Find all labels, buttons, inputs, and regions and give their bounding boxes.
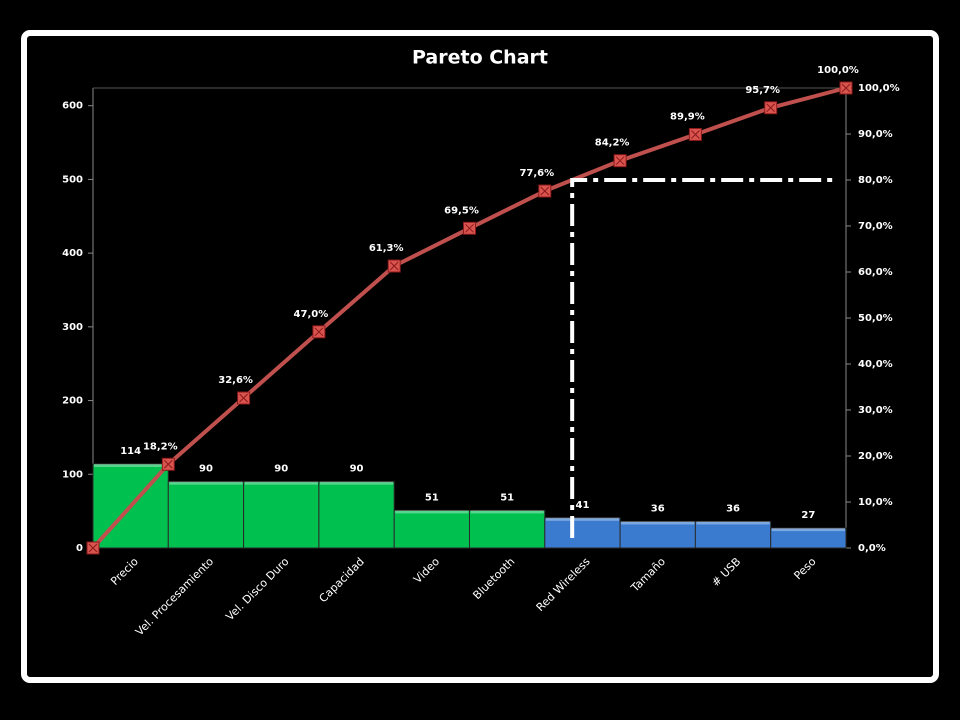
marker-cross <box>691 130 700 139</box>
marker-cross <box>841 83 851 93</box>
y2-tick-label: 70,0% <box>858 221 893 232</box>
y2-tick-label: 100,0% <box>858 83 900 94</box>
bar <box>619 520 696 549</box>
cumulative-line <box>166 86 847 466</box>
bar-highlight <box>395 510 469 514</box>
threshold-line <box>570 178 838 538</box>
bar <box>469 509 546 549</box>
bar-label: 114 <box>120 446 141 457</box>
bar-label: 36 <box>651 503 665 514</box>
bar-label: 90 <box>350 464 364 475</box>
y-tick-label: 400 <box>62 248 83 259</box>
line-label: 100,0% <box>817 65 859 76</box>
line-label: 77,6% <box>519 168 554 179</box>
y2-tick-label: 40,0% <box>858 359 893 370</box>
bar-highlight <box>621 521 695 525</box>
line-label: 89,9% <box>670 111 705 122</box>
bar <box>544 517 621 549</box>
y2-tick-label: 60,0% <box>858 267 893 278</box>
marker-cross <box>615 156 625 166</box>
bar-label: 27 <box>801 510 815 521</box>
y-tick-label: 600 <box>62 101 83 112</box>
marker-cross <box>239 393 248 403</box>
marker-cross <box>88 543 98 553</box>
bar-highlight <box>94 463 168 467</box>
y2-tick-label: 80,0% <box>858 175 893 186</box>
marker-cross <box>766 103 776 113</box>
marker-cross <box>465 223 474 233</box>
bar-highlight <box>169 481 243 485</box>
bar-label: 51 <box>500 492 514 503</box>
bar-label: 36 <box>726 503 740 514</box>
bar-label: 90 <box>199 464 213 475</box>
marker-cross <box>540 186 550 196</box>
line-start <box>91 462 170 550</box>
y-tick-label: 500 <box>62 174 83 185</box>
bar <box>694 520 772 549</box>
bar <box>243 481 320 549</box>
chart-title: Pareto Chart <box>412 47 548 69</box>
bar-highlight <box>470 510 544 514</box>
bar-highlight <box>545 517 620 521</box>
bar-highlight <box>771 528 845 532</box>
y2-tick-label: 90,0% <box>858 129 893 140</box>
line-label: 84,2% <box>595 138 630 149</box>
bar <box>393 509 471 549</box>
bar-highlight <box>696 521 770 525</box>
bar <box>167 481 245 549</box>
line-label: 32,6% <box>218 375 253 386</box>
y-tick-label: 300 <box>62 322 83 333</box>
line-label: 47,0% <box>294 309 329 320</box>
bar-label: 51 <box>425 492 439 503</box>
y-tick-label: 0 <box>76 543 83 554</box>
line-label: 95,7% <box>745 85 780 96</box>
marker-cross <box>163 459 173 469</box>
bar <box>770 527 847 549</box>
y2-tick-label: 20,0% <box>858 451 893 462</box>
line-label: 69,5% <box>444 205 479 216</box>
y-tick-label: 200 <box>62 396 83 407</box>
bar-label: 90 <box>274 464 288 475</box>
y2-tick-label: 30,0% <box>858 405 893 416</box>
marker-cross <box>314 327 324 337</box>
bar-highlight <box>319 481 394 485</box>
y2-tick-label: 50,0% <box>858 313 893 324</box>
line-label: 18,2% <box>143 441 178 452</box>
marker-cross <box>389 261 399 271</box>
bar <box>318 481 395 549</box>
y-tick-label: 100 <box>62 469 83 480</box>
bar-highlight <box>244 481 318 485</box>
line-label: 61,3% <box>369 243 404 254</box>
y2-tick-label: 0,0% <box>858 543 886 554</box>
bar-label: 41 <box>575 500 589 511</box>
y2-tick-label: 10,0% <box>858 497 893 508</box>
